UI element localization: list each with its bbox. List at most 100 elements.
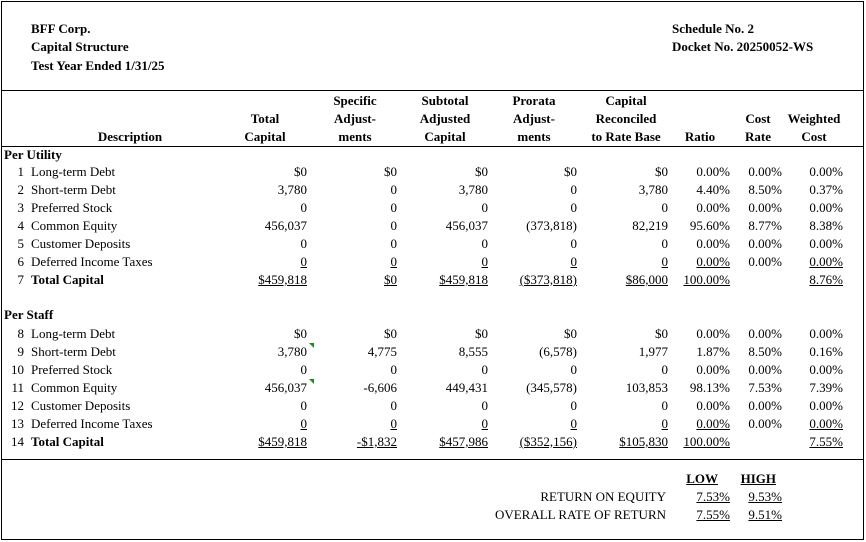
col-header-line: Specific: [333, 93, 377, 108]
cell-subtotal: 3,780: [458, 182, 488, 197]
line-number: 5: [17, 236, 25, 251]
cell-specific: $0: [384, 326, 397, 341]
total-row: 7 Total Capital $459,818 $0 $459,818 ($373,81…: [0, 271, 866, 289]
cell-cost: 8.50%: [748, 344, 782, 359]
header-divider-top: [1, 90, 864, 91]
cell-prorata: (6,578): [539, 344, 577, 359]
col-header-prorata-adjustments: Prorata Adjust- ments: [500, 92, 568, 146]
cell-ratio: 100.00%: [683, 434, 730, 449]
cell-ratio: 100.00%: [683, 272, 730, 287]
line-number: 1: [17, 164, 25, 179]
line-number: 9: [17, 344, 25, 359]
total-row: 14 Total Capital $459,818 -$1,832 $457,986 ($…: [0, 433, 866, 451]
row-description: Total Capital: [31, 272, 104, 287]
cell-reconciled: 0: [661, 200, 669, 215]
cell-weighted: 0.00%: [809, 362, 843, 377]
cell-reconciled: 3,780: [638, 182, 668, 197]
cell-reconciled: 0: [661, 416, 669, 431]
cell-reconciled: 82,219: [632, 218, 668, 233]
cell-total: 3,780: [277, 344, 307, 359]
returns-low-header: LOW: [686, 471, 718, 486]
cell-cost: 7.53%: [748, 380, 782, 395]
table-row: 1 Long-term Debt $0 $0 $0 $0 $0 0.00% 0.00% 0.00%: [0, 163, 866, 181]
col-header-line: Adjusted: [419, 111, 471, 126]
table-row: 10 Preferred Stock 0 0 0 0 0 0.00% 0.00% 0.00%: [0, 361, 866, 379]
table-row: 9 Short-term Debt 3,780 4,775 8,555 (6,578) 1,…: [0, 343, 866, 361]
cell-specific: 0: [390, 362, 398, 377]
cell-weighted: 7.39%: [809, 380, 843, 395]
col-header-line: Total: [250, 111, 280, 126]
cell-total: 0: [300, 398, 308, 413]
col-header-line: Adjust-: [513, 111, 555, 126]
cell-subtotal: $459,818: [439, 272, 488, 287]
cell-prorata: 0: [570, 254, 578, 269]
line-number: 7: [17, 272, 25, 287]
schedule-title: Capital Structure: [31, 39, 129, 54]
table-row: 12 Customer Deposits 0 0 0 0 0 0.00% 0.00% 0.00%: [0, 397, 866, 415]
col-header-subtotal-adjusted-capital: Subtotal Adjusted Capital: [410, 92, 480, 146]
overall-ror-low-value: 7.55%: [696, 507, 730, 522]
cell-prorata: $0: [564, 326, 577, 341]
company-name: BFF Corp.: [31, 21, 91, 36]
cell-subtotal: 0: [481, 200, 489, 215]
cell-subtotal: 0: [481, 362, 489, 377]
table-row: 13 Deferred Income Taxes 0 0 0 0 0 0.00% 0.00% 0.…: [0, 415, 866, 433]
line-number: 14: [11, 434, 24, 449]
cell-specific: 0: [390, 236, 398, 251]
cell-ratio: 95.60%: [689, 218, 730, 233]
cell-prorata: 0: [570, 398, 578, 413]
col-header-line: to Rate Base: [591, 129, 661, 144]
cell-weighted: 0.16%: [809, 344, 843, 359]
overall-ror-high-value: 9.51%: [748, 507, 782, 522]
row-description: Long-term Debt: [31, 326, 116, 341]
cell-ratio: 0.00%: [696, 254, 730, 269]
cell-weighted: 0.00%: [809, 416, 843, 431]
row-description: Common Equity: [31, 218, 118, 233]
cell-total: 0: [300, 362, 308, 377]
cell-comment-marker: [309, 343, 314, 348]
col-header-specific-adjustments: Specific Adjust- ments: [322, 92, 388, 146]
cell-weighted: 8.38%: [809, 218, 843, 233]
cell-cost: 0.00%: [748, 254, 782, 269]
row-description: Preferred Stock: [31, 200, 113, 215]
cell-specific: 0: [390, 182, 398, 197]
table-row: 11 Common Equity 456,037 -6,606 449,431 (345,…: [0, 379, 866, 397]
roe-high-value: 9.53%: [748, 489, 782, 504]
row-description: Customer Deposits: [31, 398, 131, 413]
roe-low-value: 7.53%: [696, 489, 730, 504]
cell-reconciled: $0: [655, 164, 668, 179]
cell-subtotal: 0: [481, 416, 489, 431]
section-label-per-staff: Per Staff: [4, 307, 54, 322]
cell-specific: $0: [384, 164, 397, 179]
cell-subtotal: $457,986: [439, 434, 488, 449]
row-description: Total Capital: [31, 434, 104, 449]
table-row: 6 Deferred Income Taxes 0 0 0 0 0 0.00% 0.00% 0.0…: [0, 253, 866, 271]
cell-reconciled: $105,830: [619, 434, 668, 449]
table-row: 5 Customer Deposits 0 0 0 0 0 0.00% 0.00% 0.00%: [0, 235, 866, 253]
cell-prorata: (345,578): [526, 380, 577, 395]
cell-weighted: 0.00%: [809, 326, 843, 341]
cell-specific: 0: [390, 254, 398, 269]
cell-prorata: 0: [570, 416, 578, 431]
cell-subtotal: $0: [475, 164, 488, 179]
line-number: 13: [11, 416, 24, 431]
row-description: Long-term Debt: [31, 164, 116, 179]
row-description: Customer Deposits: [31, 236, 131, 251]
col-header-line: Capital: [605, 93, 647, 108]
cell-weighted: 0.00%: [809, 200, 843, 215]
cell-weighted: 7.55%: [809, 434, 843, 449]
cell-ratio: 0.00%: [696, 398, 730, 413]
line-number: 11: [11, 380, 24, 395]
col-header-ratio: Ratio: [684, 129, 716, 144]
cell-subtotal: $0: [475, 326, 488, 341]
cell-specific: 0: [390, 416, 398, 431]
cell-subtotal: 0: [481, 254, 489, 269]
cell-prorata: $0: [564, 164, 577, 179]
col-header-line: Cost: [745, 111, 771, 126]
row-description: Short-term Debt: [31, 344, 116, 359]
cell-cost: 0.00%: [748, 416, 782, 431]
test-year-period: Test Year Ended 1/31/25: [31, 58, 165, 73]
col-header-line: ments: [517, 129, 551, 144]
col-header-line: Capital: [244, 129, 286, 144]
